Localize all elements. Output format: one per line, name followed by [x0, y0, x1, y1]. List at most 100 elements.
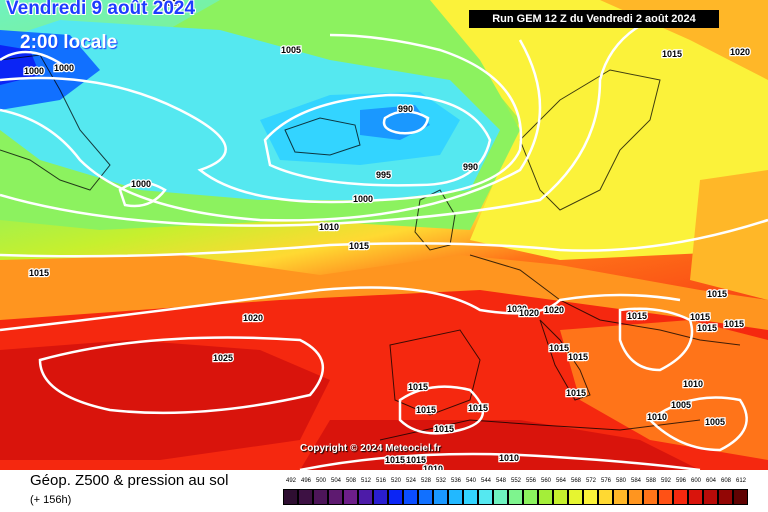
- greenland-coast: [0, 54, 111, 191]
- europe-coast: [469, 254, 741, 346]
- isobar-label: 1015: [568, 352, 588, 362]
- scale-tick-label: 588: [645, 478, 656, 484]
- scale-swatch: [343, 489, 358, 505]
- scale-swatch: [358, 489, 373, 505]
- isobar-label: 1015: [406, 455, 426, 465]
- scale-swatch: [373, 489, 388, 505]
- scale-tick-label: 576: [600, 478, 611, 484]
- british-isles-coast: [414, 189, 456, 251]
- isobar-1025: [38, 336, 325, 415]
- isobar-990: [263, 93, 492, 187]
- isobar-1015-east: [618, 307, 694, 372]
- scale-tick-label: 604: [705, 478, 716, 484]
- legend-subtitle: (+ 156h): [30, 494, 72, 506]
- scale-tick-label: 524: [405, 478, 416, 484]
- scale-tick-label: 520: [390, 478, 401, 484]
- scale-swatch: [718, 489, 733, 505]
- isobar-label: 1015: [549, 343, 569, 353]
- isobar-990-inner: [382, 110, 430, 135]
- scale-tick-label: 516: [375, 478, 386, 484]
- scale-swatch: [448, 489, 463, 505]
- scale-tick-label: 540: [465, 478, 476, 484]
- isobar-1010-se: [649, 396, 748, 452]
- isobar-label: 1015: [707, 289, 727, 299]
- scale-swatch: [688, 489, 703, 505]
- copyright-notice: Copyright © 2024 Meteociel.fr: [300, 443, 441, 454]
- isobar-label: 1015: [697, 323, 717, 333]
- scale-tick-label: 508: [345, 478, 356, 484]
- isobar-label: 1005: [281, 45, 301, 55]
- scale-swatch: [703, 489, 718, 505]
- north-africa-coast: [379, 419, 701, 441]
- scale-tick-label: 560: [540, 478, 551, 484]
- scale-swatch: [283, 489, 298, 505]
- isobar-label: 1015: [724, 319, 744, 329]
- isobar-1010: [0, 18, 651, 227]
- scale-tick-label: 584: [630, 478, 641, 484]
- legend-bar: Géop. Z500 & pression au sol (+ 156h) 49…: [0, 470, 768, 512]
- scale-tick-label: 528: [420, 478, 431, 484]
- isobar-label: 1015: [468, 403, 488, 413]
- isobar-label: 1015: [627, 311, 647, 321]
- scale-swatch: [598, 489, 613, 505]
- scale-tick-label: 504: [330, 478, 341, 484]
- scale-swatch: [493, 489, 508, 505]
- scale-tick-label: 556: [525, 478, 536, 484]
- scale-swatch: [313, 489, 328, 505]
- scale-tick-label: 600: [690, 478, 701, 484]
- legend-title: Géop. Z500 & pression au sol: [30, 472, 229, 489]
- isobar-label: 1010: [647, 412, 667, 422]
- isobar-1015-med: [398, 385, 485, 435]
- scale-swatch: [433, 489, 448, 505]
- scale-tick-label: 608: [720, 478, 731, 484]
- isobar-label: 1000: [24, 66, 44, 76]
- scale-tick-label: 568: [570, 478, 581, 484]
- scale-tick-label: 548: [495, 478, 506, 484]
- scale-swatch: [628, 489, 643, 505]
- isobar-label: 1020: [243, 313, 263, 323]
- scale-tick-label: 500: [315, 478, 326, 484]
- isobar-label: 990: [398, 104, 413, 114]
- scale-swatch: [523, 489, 538, 505]
- scale-swatch: [388, 489, 403, 505]
- scale-swatch: [613, 489, 628, 505]
- scale-swatch: [733, 489, 748, 505]
- scale-swatch: [403, 489, 418, 505]
- scale-tick-label: 580: [615, 478, 626, 484]
- scale-swatch: [328, 489, 343, 505]
- isobar-label: 1010: [683, 379, 703, 389]
- isobar-label: 1015: [416, 405, 436, 415]
- isobar-label: 995: [376, 170, 391, 180]
- scale-swatch: [568, 489, 583, 505]
- forecast-date: Vendredi 9 août 2024: [6, 0, 196, 19]
- scale-tick-label: 544: [480, 478, 491, 484]
- scale-tick-label: 572: [585, 478, 596, 484]
- scale-swatch: [553, 489, 568, 505]
- scale-tick-label: 496: [300, 478, 311, 484]
- field-mideast-orange: [560, 320, 768, 460]
- field-east-orange: [690, 170, 768, 300]
- isobar-label: 1015: [29, 268, 49, 278]
- field-north-yellow: [420, 0, 768, 260]
- scale-swatch: [538, 489, 553, 505]
- isobar-label: 1015: [385, 455, 405, 465]
- isobar-label: 990: [463, 162, 478, 172]
- scale-tick-label: 612: [735, 478, 746, 484]
- scale-tick-label: 492: [285, 478, 296, 484]
- isobar-label: 1020: [730, 47, 750, 57]
- isobar-label: 1010: [423, 464, 443, 470]
- scale-tick-label: 512: [360, 478, 371, 484]
- isobar-label: 1020: [544, 305, 564, 315]
- isobar-label: 1005: [705, 417, 725, 427]
- isobar-1020: [0, 286, 681, 332]
- isobar-label: 1000: [131, 179, 151, 189]
- scale-swatch: [478, 489, 493, 505]
- isobar-label: 1015: [434, 424, 454, 434]
- isobar-label: 1020: [507, 304, 527, 314]
- scale-tick-label: 532: [435, 478, 446, 484]
- coastlines: [0, 54, 741, 441]
- scale-tick-label: 536: [450, 478, 461, 484]
- scale-swatch: [583, 489, 598, 505]
- scale-swatch: [418, 489, 433, 505]
- isobar-label: 1015: [662, 49, 682, 59]
